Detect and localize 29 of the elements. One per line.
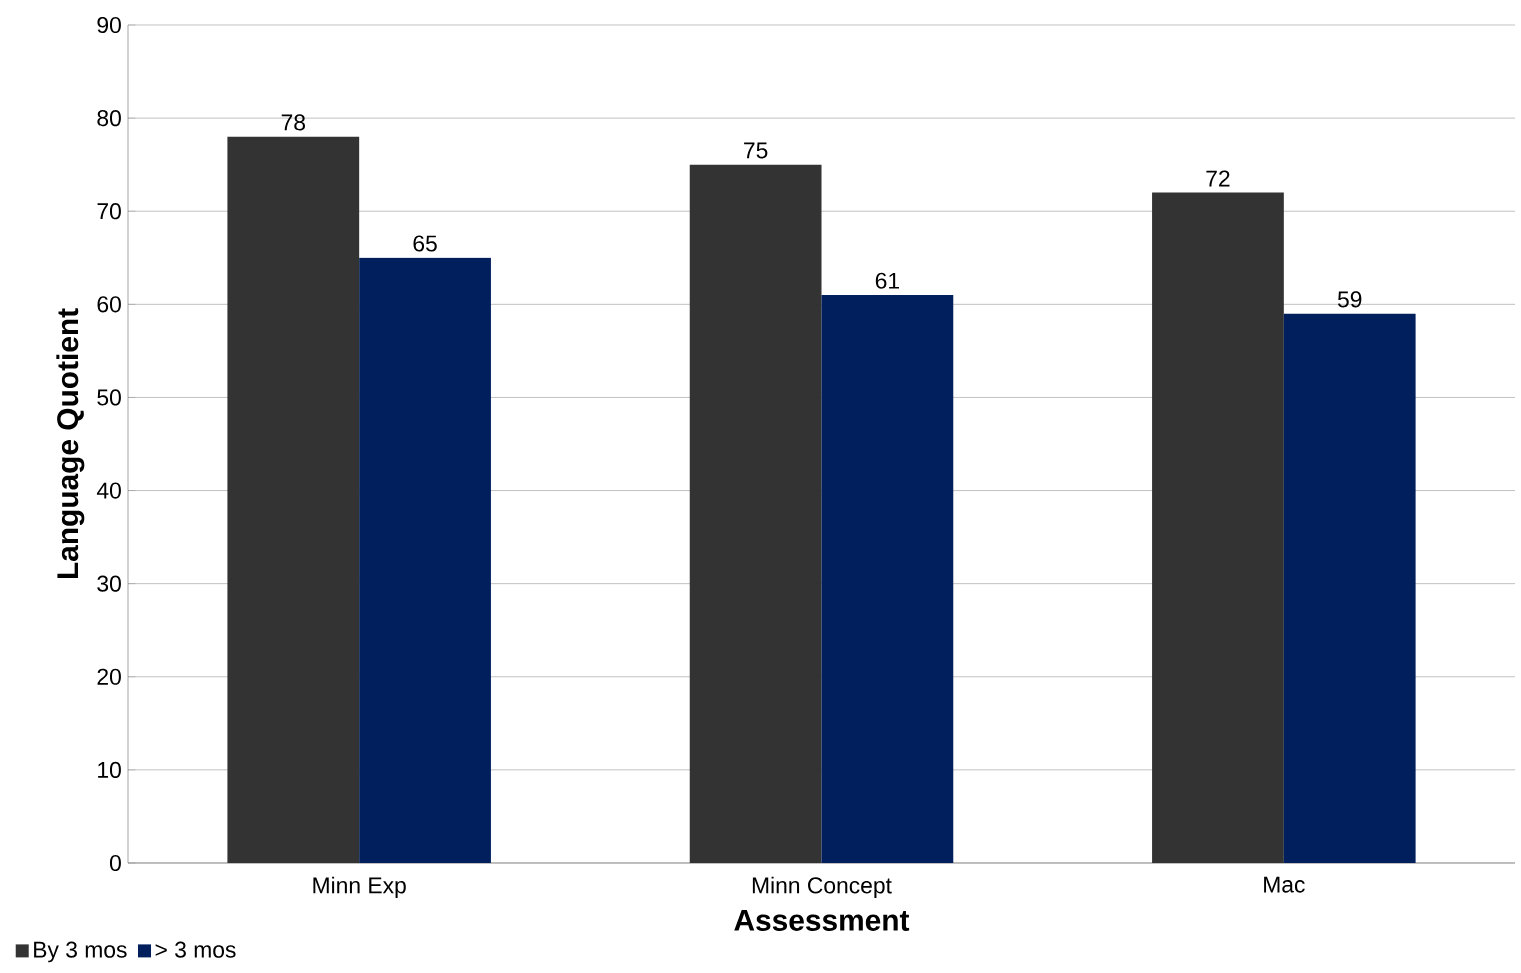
y-tick-label: 10 <box>98 761 121 778</box>
x-tick-label: Minn Concept <box>752 876 892 898</box>
y-axis-title: Language Quotient <box>56 308 85 579</box>
bar <box>1152 192 1284 863</box>
bar <box>689 164 822 863</box>
data-label: 61 <box>875 272 899 289</box>
x-axis-title: Assessment <box>734 910 910 931</box>
legend-label: > 3 mos <box>155 941 236 958</box>
legend-label: By 3 mos <box>34 941 127 963</box>
data-label: 75 <box>744 142 768 159</box>
y-tick-label: 40 <box>96 482 121 499</box>
y-tick-label: 20 <box>97 668 121 685</box>
x-tick-label: Minn Exp <box>313 876 406 898</box>
y-tick-label: 0 <box>109 854 121 872</box>
y-tick-label: 80 <box>97 110 121 127</box>
bar <box>1283 313 1416 863</box>
bar <box>227 136 360 863</box>
data-label: 78 <box>281 114 305 131</box>
y-tick-label: 70 <box>97 203 121 220</box>
bar <box>821 295 954 863</box>
x-tick-label: Mac <box>1264 876 1305 893</box>
bar <box>359 257 491 863</box>
y-tick-label: 50 <box>97 389 121 406</box>
y-tick-label: 60 <box>97 296 121 313</box>
y-tick-label: 30 <box>97 575 121 592</box>
data-label: 59 <box>1337 291 1362 308</box>
y-tick-label: 90 <box>97 16 121 34</box>
data-label: 65 <box>413 235 437 252</box>
data-label: 72 <box>1206 170 1230 187</box>
